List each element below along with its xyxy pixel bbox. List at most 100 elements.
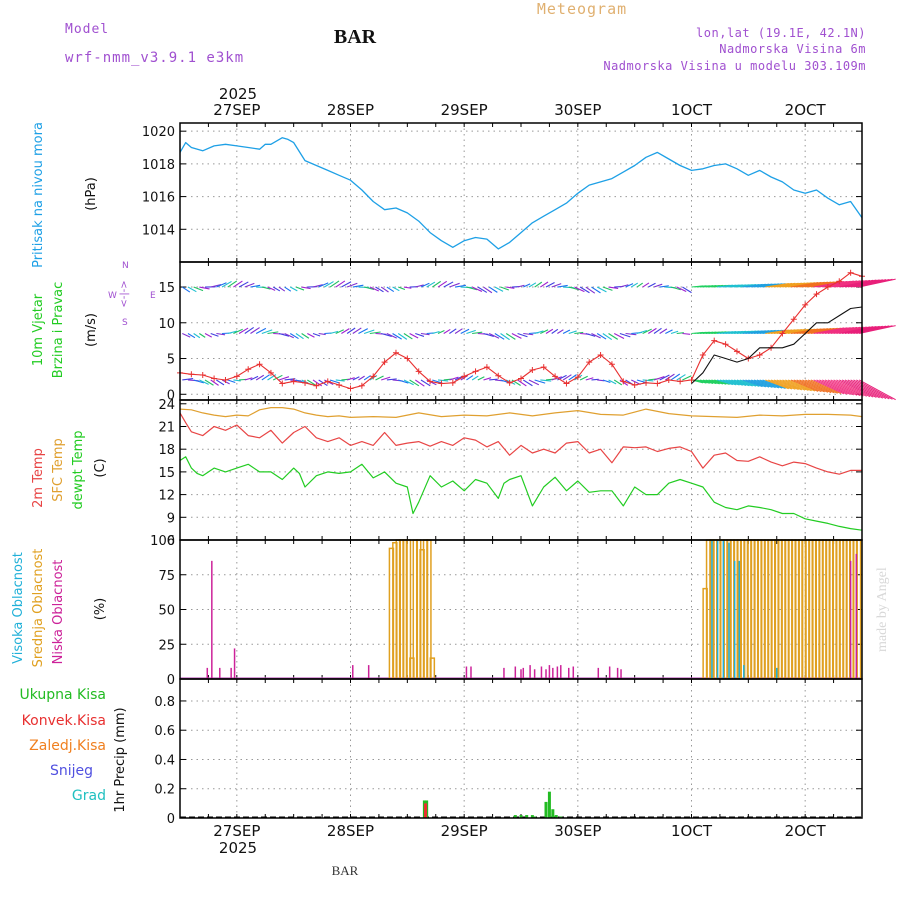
wind-arrow bbox=[329, 379, 340, 384]
ytick-label-temperature: 24 bbox=[158, 398, 175, 413]
wind-arrow bbox=[830, 379, 864, 397]
wind-arrow bbox=[398, 379, 409, 384]
wind-arrow bbox=[833, 379, 867, 397]
wind-arrow bbox=[670, 286, 681, 291]
ytick-label-temperature: 15 bbox=[158, 466, 175, 481]
wind-arrow bbox=[204, 379, 214, 386]
wind-speed-point bbox=[404, 355, 411, 362]
wind-arrow bbox=[841, 379, 877, 398]
wind-arrow bbox=[494, 333, 505, 340]
wind-arrow bbox=[653, 283, 663, 288]
wind-arrow bbox=[540, 329, 549, 334]
wind-arrow bbox=[574, 286, 585, 293]
wind-arrow bbox=[534, 281, 543, 288]
wind-speed-point bbox=[290, 378, 297, 385]
wind-speed-point bbox=[449, 379, 456, 386]
wind-speed-point bbox=[529, 366, 536, 373]
wind-speed-point bbox=[279, 380, 286, 387]
wind-arrow bbox=[216, 379, 225, 386]
time-label-bottom: 2OCT bbox=[785, 822, 827, 840]
ytick-label-precip: 0.4 bbox=[154, 753, 175, 768]
elevation-info: Nadmorska Visina 6m bbox=[719, 42, 866, 56]
wind-arrow bbox=[403, 286, 412, 289]
wind-arrow bbox=[432, 379, 443, 384]
wind-arrow bbox=[193, 333, 201, 339]
wind-arrow bbox=[250, 327, 260, 334]
wind-arrow bbox=[193, 286, 204, 292]
wind-arrow bbox=[562, 329, 571, 334]
wind-arrow bbox=[636, 282, 644, 288]
wind-arrow bbox=[579, 375, 588, 381]
wind-arrow bbox=[352, 327, 362, 334]
ytick-label-precip: 0.8 bbox=[154, 695, 175, 710]
wind-arrow bbox=[517, 379, 527, 387]
wind-arrow bbox=[397, 333, 408, 340]
precip-bar-total bbox=[525, 815, 529, 818]
wind-arrow bbox=[748, 379, 770, 388]
wind-arrow bbox=[711, 379, 727, 385]
meteogram-title: Meteogram bbox=[537, 0, 627, 18]
wind-arrow bbox=[859, 278, 896, 288]
wind-legend-arrow-v: <-|-> bbox=[119, 280, 130, 307]
wind-arrow bbox=[386, 333, 397, 339]
wind-arrow bbox=[676, 374, 686, 381]
wind-arrow bbox=[426, 379, 437, 386]
wind-speed-point bbox=[631, 381, 638, 388]
wind-arrow bbox=[739, 379, 760, 387]
wind-arrow bbox=[278, 332, 290, 337]
wind-speed-point bbox=[608, 361, 615, 368]
wind-arrow bbox=[233, 379, 241, 382]
wind-arrow bbox=[477, 286, 488, 293]
wind-unit: (m/s) bbox=[84, 313, 99, 347]
wind-arrow bbox=[199, 286, 210, 290]
wind-arrow bbox=[403, 379, 414, 386]
wind-arrow bbox=[284, 286, 292, 292]
wind-arrow bbox=[770, 379, 796, 390]
wind-arrow bbox=[466, 329, 476, 335]
wind-arrow bbox=[426, 281, 436, 288]
wind-speed-point bbox=[722, 341, 729, 348]
ytick-label-temperature: 21 bbox=[158, 420, 175, 435]
time-label-top: 2OCT bbox=[785, 101, 827, 119]
wind-arrow bbox=[261, 329, 273, 335]
wind-speed-point bbox=[552, 373, 559, 380]
wind-speed-point bbox=[563, 380, 570, 387]
wind-arrow bbox=[216, 282, 227, 288]
wind-arrow bbox=[511, 333, 522, 339]
wind-arrow bbox=[522, 379, 533, 387]
wind-arrow bbox=[591, 378, 599, 381]
wind-arrow bbox=[460, 328, 470, 334]
wind-arrow bbox=[312, 379, 323, 387]
wind-arrow bbox=[193, 379, 205, 384]
wind-arrow bbox=[585, 332, 596, 337]
wind-arrow bbox=[847, 325, 883, 334]
wind-arrow bbox=[751, 379, 773, 388]
model-elevation-info: Nadmorska Visina u modelu 303.109m bbox=[603, 59, 866, 73]
year-label-top: 2025 bbox=[219, 85, 257, 103]
wind-arrow bbox=[523, 283, 531, 288]
ytick-label-wind: 10 bbox=[158, 317, 175, 332]
wind-speed-point bbox=[347, 385, 354, 392]
wind-arrow bbox=[682, 332, 691, 335]
wind-arrow bbox=[267, 331, 279, 335]
wind-arrow bbox=[358, 375, 365, 381]
wind-arrow bbox=[483, 286, 493, 294]
wind-arrow bbox=[488, 333, 500, 339]
wind-arrow bbox=[199, 333, 206, 338]
wind-arrow bbox=[847, 379, 884, 399]
wind-speed-point bbox=[586, 359, 593, 366]
time-label-bottom: 30SEP bbox=[554, 822, 601, 840]
wind-arrow bbox=[324, 281, 334, 288]
wind-legend-w: W bbox=[108, 291, 117, 301]
wind-arrow bbox=[648, 327, 657, 334]
time-label-bottom: 1OCT bbox=[671, 822, 713, 840]
wind-arrow bbox=[585, 286, 596, 294]
wind-arrow bbox=[420, 332, 430, 336]
wind-arrow bbox=[233, 280, 243, 288]
ytick-label-wind: 0 bbox=[167, 388, 175, 403]
cloud-unit: (%) bbox=[93, 598, 108, 621]
wind-arrow bbox=[653, 327, 662, 334]
wind-arrow bbox=[613, 379, 623, 386]
wind-arrow bbox=[642, 328, 652, 334]
wind-arrow bbox=[551, 283, 562, 288]
